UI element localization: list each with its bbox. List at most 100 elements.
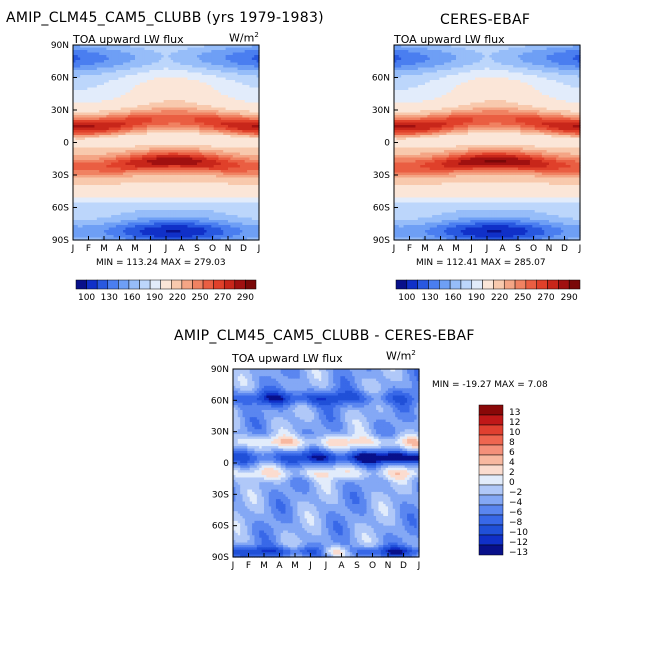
model-cell xyxy=(218,80,222,84)
model-cell xyxy=(247,82,251,86)
model-cell xyxy=(244,102,248,106)
model-cell xyxy=(94,62,98,66)
model-cell xyxy=(206,120,210,124)
model-cell xyxy=(228,112,231,116)
model-cell xyxy=(84,52,88,56)
model-cell xyxy=(242,47,246,51)
model-cell xyxy=(166,60,169,64)
model-cell xyxy=(218,115,222,119)
model-cell xyxy=(156,62,160,66)
model-cell xyxy=(225,110,229,114)
model-cell xyxy=(166,87,169,91)
model-cell xyxy=(135,97,138,101)
model-cell xyxy=(156,97,160,101)
model-cell xyxy=(89,100,93,104)
model-cell xyxy=(242,87,246,91)
model-cell xyxy=(223,112,227,116)
model-cell xyxy=(218,110,222,114)
model-cell xyxy=(197,117,200,121)
model-cell xyxy=(216,67,220,71)
model-cell xyxy=(247,50,251,54)
model-cell xyxy=(180,52,184,56)
model-cell xyxy=(220,105,224,109)
model-cell xyxy=(230,72,234,76)
model-cell xyxy=(89,72,93,76)
model-cell xyxy=(94,115,98,119)
model-cell xyxy=(187,90,191,94)
model-cell xyxy=(158,47,162,51)
model-cell xyxy=(142,112,146,116)
model-cell xyxy=(77,90,81,94)
model-cell xyxy=(115,47,119,51)
model-cell xyxy=(213,45,217,49)
model-cell xyxy=(96,55,100,59)
model-cell xyxy=(163,47,167,51)
model-cell xyxy=(211,125,215,129)
model-cell xyxy=(115,62,119,66)
model-cell xyxy=(213,115,217,119)
model-cell xyxy=(192,90,196,94)
model-cell xyxy=(254,60,258,64)
model-cell xyxy=(251,72,255,76)
model-cell xyxy=(249,77,253,81)
model-cell xyxy=(115,117,119,121)
model-cell xyxy=(182,97,186,101)
model-cell xyxy=(149,82,153,86)
model-cell xyxy=(75,127,79,131)
model-cell xyxy=(170,82,174,86)
model-cell xyxy=(180,57,184,61)
model-cell xyxy=(220,82,224,86)
model-cell xyxy=(249,127,253,131)
model-cell xyxy=(247,75,251,79)
model-cell xyxy=(113,75,117,79)
model-cell xyxy=(213,77,217,81)
model-cell xyxy=(197,82,200,86)
model-cell xyxy=(75,120,79,124)
model-cell xyxy=(99,122,103,126)
model-cell xyxy=(120,100,124,104)
model-cell xyxy=(89,77,93,81)
model-cell xyxy=(230,130,234,134)
model-cell xyxy=(92,77,96,81)
model-cell xyxy=(235,100,239,104)
model-cell xyxy=(220,80,224,84)
model-cell xyxy=(84,112,88,116)
model-cell xyxy=(77,47,81,51)
model-cell xyxy=(189,65,193,69)
model-cell xyxy=(151,112,155,116)
model-cell xyxy=(149,77,153,81)
model-cell xyxy=(73,97,76,101)
model-cell xyxy=(173,125,177,129)
model-cell xyxy=(244,112,248,116)
model-cell xyxy=(177,125,181,129)
model-cell xyxy=(168,110,172,114)
model-cell xyxy=(170,110,174,114)
model-cell xyxy=(254,112,258,116)
model-cell xyxy=(192,87,196,91)
model-cell xyxy=(247,120,251,124)
model-cell xyxy=(223,55,227,59)
model-cell xyxy=(96,85,100,89)
model-cell xyxy=(106,112,110,116)
model-cell xyxy=(115,72,119,76)
model-cell xyxy=(87,117,91,121)
model-cell xyxy=(142,57,146,61)
model-cell xyxy=(104,60,107,64)
model-cell xyxy=(120,92,124,96)
model-cell xyxy=(175,50,179,54)
model-cell xyxy=(89,62,93,66)
model-cell xyxy=(173,120,177,124)
model-cell xyxy=(130,52,134,56)
model-cell xyxy=(127,57,131,61)
model-cell xyxy=(158,112,162,116)
model-cell xyxy=(166,112,169,116)
model-cell xyxy=(163,55,167,59)
model-cell xyxy=(208,65,212,69)
model-cell xyxy=(235,75,239,79)
model-cell xyxy=(256,100,260,104)
model-cell xyxy=(111,132,115,136)
model-cell xyxy=(208,45,212,49)
model-cell xyxy=(144,47,148,51)
model-cell xyxy=(94,82,98,86)
model-cell xyxy=(158,122,162,126)
